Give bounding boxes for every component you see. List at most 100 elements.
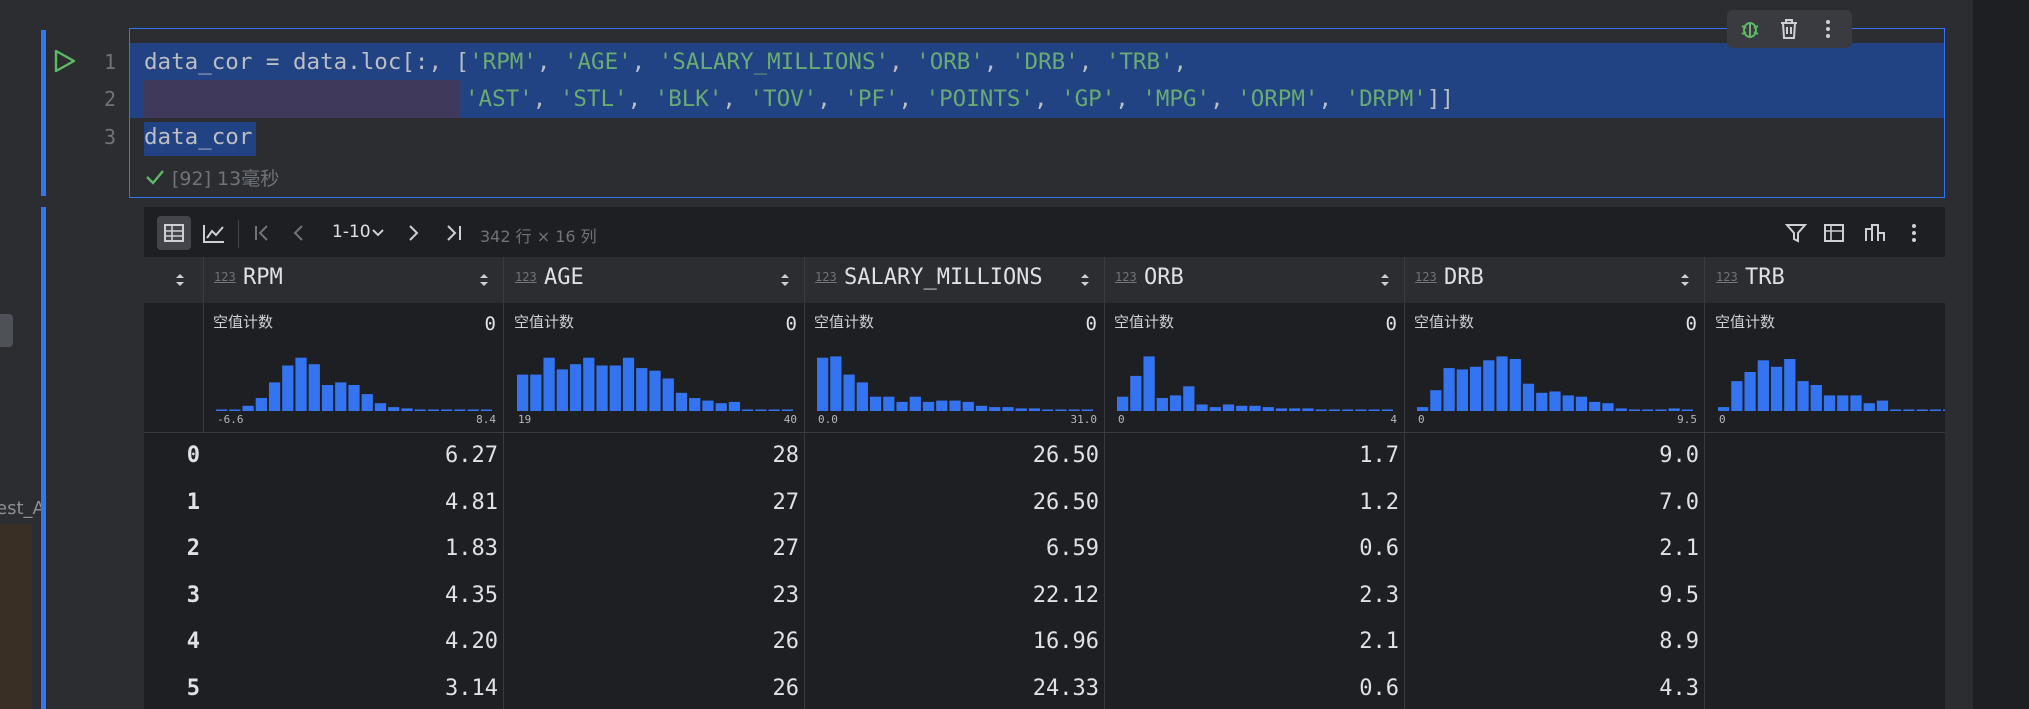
code-token: 'DRPM' <box>1345 86 1427 112</box>
histogram-bar <box>1549 391 1561 411</box>
histogram-bar <box>975 405 988 411</box>
more-button[interactable] <box>1818 17 1838 41</box>
histogram-bar <box>1236 405 1248 411</box>
code-token: , <box>1078 49 1106 75</box>
table-cell: 4.3 <box>1659 676 1699 701</box>
histogram-bar <box>1784 359 1796 411</box>
cell-indicator <box>41 30 46 196</box>
page-range[interactable]: 1-10 <box>332 222 371 242</box>
range-max: 40 <box>783 413 797 426</box>
chart-view-button[interactable] <box>202 222 226 244</box>
histogram-bar <box>1628 409 1641 411</box>
code-token: , <box>898 86 926 112</box>
sort-arrow <box>1081 274 1089 286</box>
histogram-bar <box>335 382 347 411</box>
column-cell <box>1405 257 1705 709</box>
sort-column[interactable] <box>478 272 490 288</box>
table-cell: 27 <box>772 489 800 515</box>
data-table: 123 RPM 空值计数 0 -6.6 8.4 123 AGE 空值计数 0 19 40 123 SALA… <box>144 257 1945 709</box>
pager[interactable] <box>252 222 402 244</box>
histogram-bar <box>1744 372 1756 411</box>
sort-arrow <box>176 274 184 286</box>
column-header[interactable]: RPM <box>243 265 283 290</box>
code-token: , <box>722 86 750 112</box>
histogram-bar <box>1890 409 1902 411</box>
histogram-bar <box>1850 395 1862 411</box>
histogram-bar <box>675 392 688 411</box>
delete-button[interactable] <box>1777 17 1801 41</box>
pager-next[interactable] <box>404 222 464 244</box>
histogram-bar <box>1483 360 1495 411</box>
histogram-bar <box>1509 359 1521 411</box>
histogram-bar <box>295 357 307 411</box>
code-token: , <box>1033 86 1062 112</box>
column-header[interactable]: AGE <box>544 265 584 290</box>
code-token: 'DRB' <box>1010 49 1079 75</box>
code-token: 'RPM' <box>469 49 537 75</box>
sort-column[interactable] <box>1079 272 1091 288</box>
histogram-bar <box>1562 395 1574 411</box>
sort-column[interactable] <box>1379 272 1391 288</box>
header-bg <box>144 257 1945 303</box>
sort-column[interactable] <box>779 272 791 288</box>
table-cell: 2.1 <box>1659 536 1699 562</box>
table-cell: 23 <box>772 582 800 608</box>
table-cell: 28 <box>772 443 800 468</box>
table-view-button[interactable] <box>157 216 191 250</box>
table-cell: 0.6 <box>1359 536 1399 562</box>
sort-arrow <box>480 274 488 286</box>
run-button[interactable] <box>50 47 78 75</box>
histogram-bar <box>308 364 320 411</box>
column-header[interactable]: ORB <box>1144 265 1184 290</box>
histogram-bar <box>817 357 829 411</box>
histogram-bar <box>1916 409 1928 411</box>
table-icon <box>164 224 184 242</box>
histogram-bar <box>728 401 741 411</box>
histogram-bar <box>1368 409 1380 411</box>
histogram-bar <box>348 385 360 411</box>
histogram-bar <box>1668 408 1680 411</box>
range-min: 0.0 <box>818 413 838 426</box>
sort-column[interactable] <box>1679 272 1691 288</box>
histogram-bar <box>1222 404 1235 411</box>
histogram-bar <box>949 400 961 411</box>
null-label: 空值计数 <box>1715 313 1776 331</box>
table-tools[interactable] <box>1784 221 1934 245</box>
histogram-bar <box>781 409 793 411</box>
histogram-bar <box>1342 409 1354 411</box>
histogram-bar <box>636 368 648 411</box>
null-count: 0 <box>785 313 797 335</box>
histogram-bar <box>1042 409 1054 411</box>
histogram-bar <box>1028 408 1041 411</box>
sort-index[interactable] <box>174 272 186 288</box>
scrollbar-area <box>1973 0 2029 709</box>
table-cell: 2.3 <box>1359 582 1399 608</box>
histogram-bar <box>1876 400 1889 411</box>
dropdown[interactable] <box>370 225 386 241</box>
column-header[interactable]: SALARY_MILLIONS <box>844 265 1043 290</box>
range-min: 0 <box>1719 413 1726 426</box>
sort-arrow <box>781 274 789 286</box>
code-token: 'ORPM' <box>1237 86 1319 112</box>
null-count: 0 <box>1085 313 1097 335</box>
histogram-bar <box>1863 403 1875 411</box>
histogram-bar <box>1469 366 1482 411</box>
table-shape: 342 行 × 16 列 <box>480 227 597 246</box>
debug-button[interactable] <box>1738 17 1762 41</box>
type-icon: 123 <box>1716 270 1738 284</box>
column-header[interactable]: DRB <box>1444 265 1484 290</box>
histogram-bar <box>229 409 241 411</box>
histogram-bar <box>1002 407 1014 411</box>
histogram-bar <box>1381 409 1393 411</box>
type-icon: 123 <box>1415 270 1437 284</box>
histogram-bar <box>609 365 621 411</box>
column-header[interactable]: TRB <box>1745 265 1785 290</box>
code-token: 'STL' <box>559 86 628 112</box>
side-tab[interactable] <box>0 314 13 347</box>
column-cell <box>1105 257 1405 709</box>
histogram-bar <box>427 409 440 411</box>
code-token: data_cor = data.loc[:, [ <box>144 49 470 75</box>
index-header <box>144 257 204 432</box>
histogram-bar <box>856 382 868 411</box>
